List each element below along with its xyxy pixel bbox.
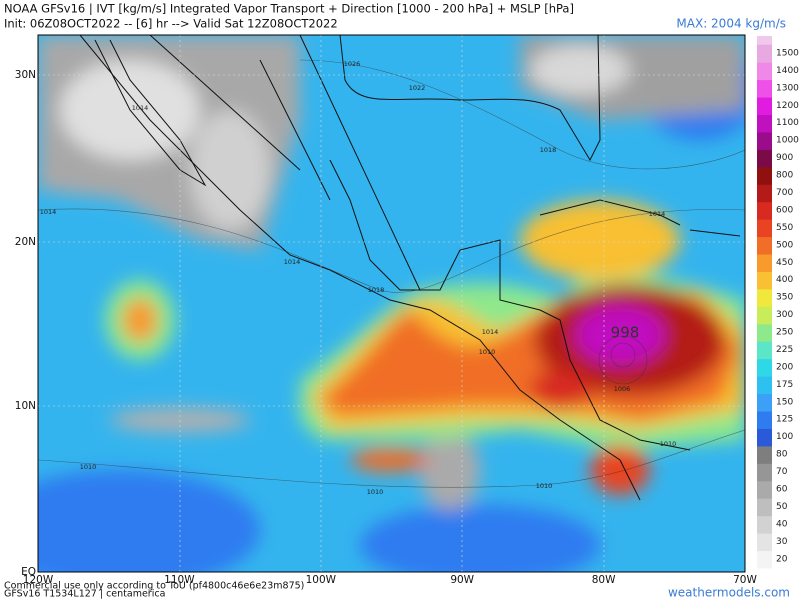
- colorbar-swatch: [757, 463, 772, 482]
- colorbar-swatch: [757, 184, 772, 203]
- isobar-label: 1014: [284, 258, 301, 266]
- colorbar-swatch: [757, 515, 772, 534]
- isobar-label: 998: [611, 324, 640, 342]
- colorbar-swatch: [757, 114, 772, 133]
- coastlines: [79, 35, 741, 501]
- lon-label: 70W: [733, 574, 757, 586]
- isobar-label: 1018: [540, 146, 557, 154]
- colorbar-label: 1100: [776, 118, 799, 128]
- colorbar-swatch: [757, 533, 772, 552]
- isobar-label: 1022: [409, 84, 426, 92]
- colorbar-label: 350: [776, 293, 793, 303]
- colorbar-swatch: [757, 236, 772, 255]
- notice: Commercial use only according to ToU (pf…: [4, 581, 304, 592]
- colorbar-label: 30: [776, 537, 788, 547]
- title: NOAA GFSv16 | IVT [kg/m/s] Integrated Va…: [4, 2, 574, 16]
- isobars: [38, 59, 745, 488]
- colorbar-label: 700: [776, 188, 793, 198]
- colorbar-swatch: [757, 97, 772, 115]
- colorbar-swatch: [757, 131, 772, 150]
- colorbar-swatch: [757, 341, 772, 360]
- colorbar-swatch: [757, 498, 772, 517]
- lon-label: 90W: [450, 574, 474, 586]
- ivt-field: [38, 35, 745, 572]
- isobar-label: 1010: [536, 482, 553, 490]
- colorbar-swatch: [757, 219, 772, 238]
- colorbar-swatch: [757, 288, 772, 307]
- lat-label: EQ: [21, 566, 36, 578]
- colorbar-swatch: [757, 254, 772, 272]
- colorbar-label: 1500: [776, 48, 799, 58]
- lon-label: 100W: [306, 574, 337, 586]
- colorbar-label: 1200: [776, 101, 799, 111]
- colorbar-label: 1300: [776, 83, 799, 93]
- lat-label: 10N: [15, 400, 36, 412]
- colorbar-swatch: [757, 411, 772, 429]
- colorbar-label: 175: [776, 380, 793, 390]
- colorbar-swatch: [757, 428, 772, 447]
- colorbar-label: 450: [776, 258, 793, 268]
- colorbar-swatch: [757, 166, 772, 185]
- colorbar-swatch: [757, 323, 772, 342]
- isobar-label: 1010: [80, 463, 97, 471]
- colorbar-swatch: [757, 358, 772, 377]
- map-frame: [37, 34, 746, 573]
- colorbar-cap: [757, 36, 772, 46]
- isobar-label: 1026: [344, 60, 361, 68]
- colorbar-label: 125: [776, 415, 793, 425]
- lat-label: 20N: [15, 236, 36, 248]
- colorbar-label: 225: [776, 345, 793, 355]
- colorbar-label: 300: [776, 310, 793, 320]
- subtitle: Init: 06Z08OCT2022 -- [6] hr --> Valid S…: [4, 17, 338, 31]
- isobar-label: 1014: [40, 208, 57, 216]
- colorbar-label: 900: [776, 153, 793, 163]
- isobar-label: 1010: [479, 348, 496, 356]
- colorbar-swatch: [757, 393, 772, 412]
- isobar-label: 1018: [368, 286, 385, 294]
- colorbar-label: 100: [776, 432, 793, 442]
- colorbar-label: 20: [776, 554, 788, 564]
- colorbar-swatch: [757, 445, 772, 464]
- colorbar-swatch: [757, 271, 772, 290]
- isobar-label: 1014: [649, 210, 666, 218]
- lat-label: 30N: [15, 69, 36, 81]
- colorbar-label: 70: [776, 467, 788, 477]
- colorbar-label: 200: [776, 362, 793, 372]
- lon-label: 110W: [164, 574, 195, 586]
- site-link: weathermodels.com: [668, 586, 790, 600]
- colorbar-swatch: [757, 550, 772, 569]
- isobar-label: 1014: [482, 328, 499, 336]
- colorbar-swatch: [757, 306, 772, 325]
- colorbar-label: 80: [776, 450, 788, 460]
- model-info: GFSv16 T1534L127 | centamerica: [4, 589, 165, 600]
- colorbar-label: 400: [776, 275, 793, 285]
- colorbar-label: 1000: [776, 136, 799, 146]
- colorbar-swatch: [757, 44, 772, 63]
- isobar-label: 1014: [132, 104, 149, 112]
- isobar-label: 1010: [660, 440, 677, 448]
- colorbar-label: 500: [776, 240, 793, 250]
- colorbar-label: 600: [776, 205, 793, 215]
- colorbar-swatch: [757, 201, 772, 220]
- colorbar-label: 800: [776, 171, 793, 181]
- colorbar-swatch: [757, 480, 772, 499]
- lon-label: 120W: [23, 574, 54, 586]
- colorbar-label: 150: [776, 397, 793, 407]
- isobar-label: 1010: [367, 488, 384, 496]
- colorbar-label: 50: [776, 502, 788, 512]
- isobar-label: 1006: [614, 385, 631, 393]
- colorbar-label: 40: [776, 519, 788, 529]
- colorbar-label: 550: [776, 223, 793, 233]
- colorbar-swatch: [757, 62, 772, 81]
- colorbar-swatch: [757, 376, 772, 395]
- colorbar-swatch: [757, 79, 772, 98]
- max-label: MAX: 2004 kg/m/s: [676, 17, 786, 31]
- lon-label: 80W: [592, 574, 616, 586]
- colorbar-label: 60: [776, 485, 788, 495]
- colorbar-label: 1400: [776, 66, 799, 76]
- colorbar-label: 250: [776, 328, 793, 338]
- colorbar-swatch: [757, 149, 772, 168]
